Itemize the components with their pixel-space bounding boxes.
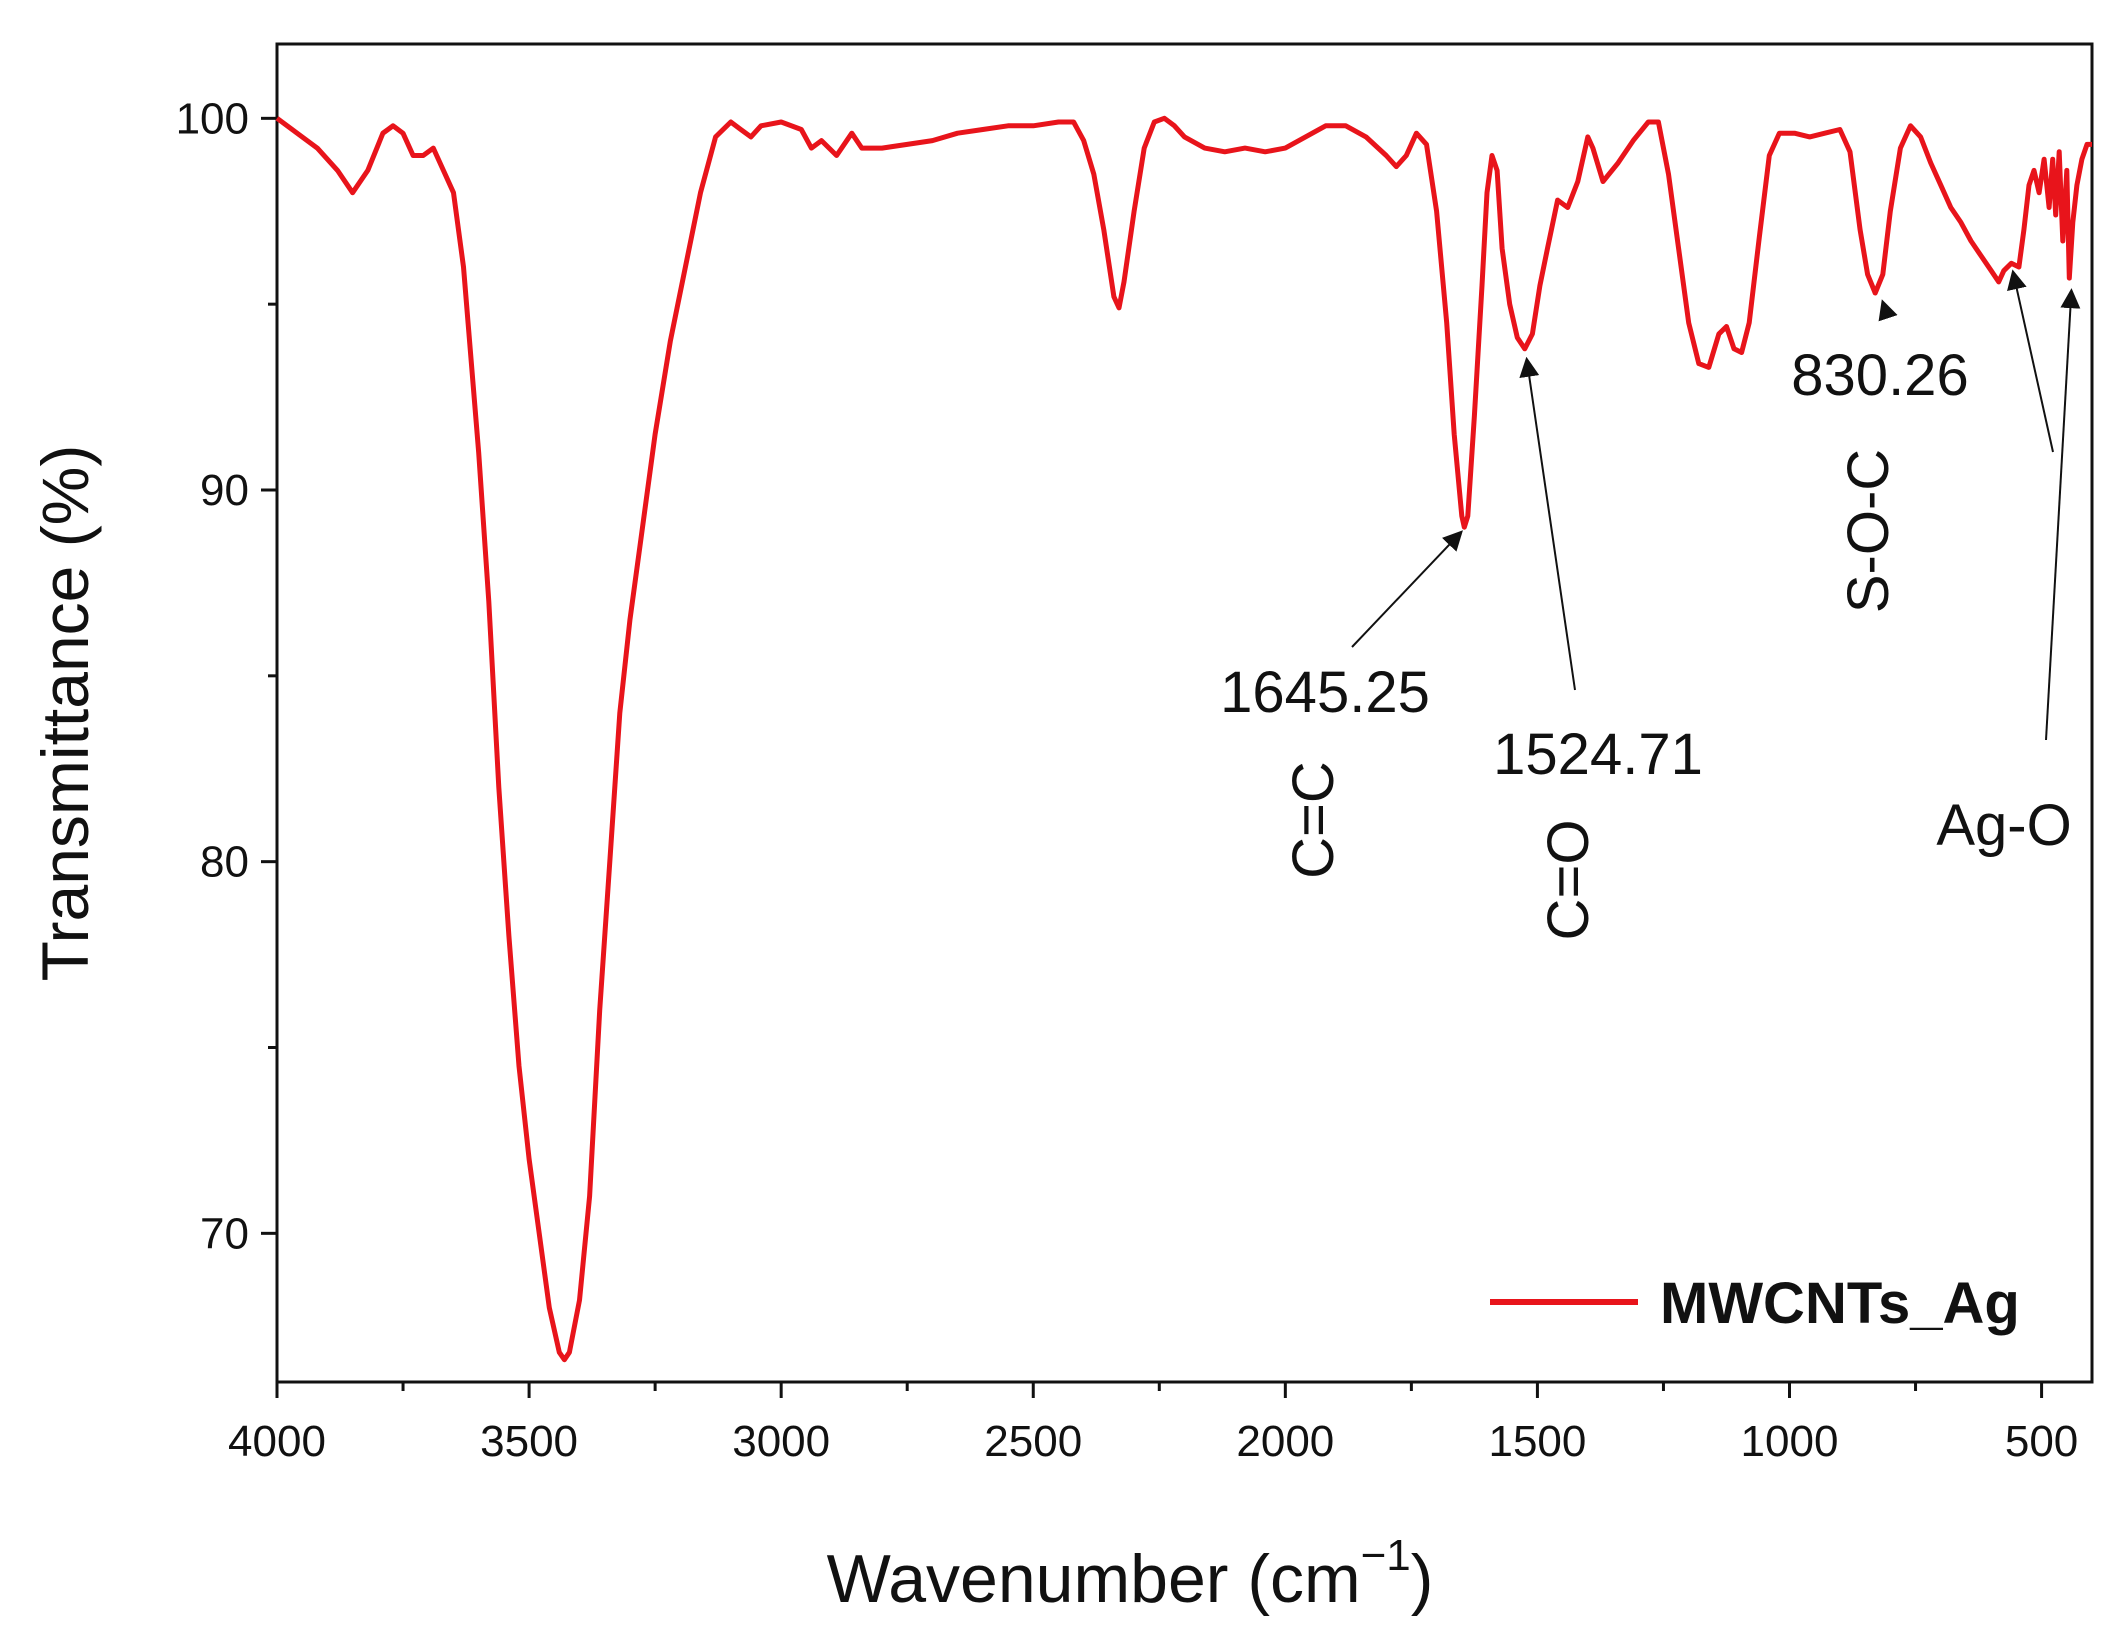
- series-line-mwcnts-ag: [275, 115, 2092, 1363]
- x-tick-label: 3500: [480, 1417, 578, 1466]
- y-tick-label: 80: [200, 838, 249, 887]
- x-tick-label: 1000: [1741, 1417, 1839, 1466]
- annotation-arrow: [1878, 299, 1898, 322]
- annotation-arrow: [1351, 530, 1463, 648]
- y-tick-label: 100: [176, 94, 249, 143]
- x-axis-title-main: Wavenumber (cm: [827, 1541, 1361, 1617]
- y-axis-title: Transmittance (%): [28, 445, 102, 982]
- x-tick-label: 2500: [984, 1417, 1082, 1466]
- y-axis-ticks: 70 80 90 100: [176, 94, 277, 1258]
- x-tick-label: 3000: [732, 1417, 830, 1466]
- x-tick-label: 2000: [1236, 1417, 1334, 1466]
- x-tick-label: 1500: [1488, 1417, 1586, 1466]
- annotation-label: 1524.71: [1493, 722, 1703, 787]
- y-tick-label: 70: [200, 1209, 249, 1258]
- annotation-label: C=C: [1281, 761, 1346, 879]
- x-tick-label: 500: [2005, 1417, 2078, 1466]
- peak-annotations: 1645.25 C=C 1524.71 C=O 830.26 S-O-C Ag-O: [1220, 269, 2081, 941]
- legend-label: MWCNTs_Ag: [1660, 1271, 2020, 1336]
- y-tick-label: 90: [200, 466, 249, 515]
- annotation-label: 830.26: [1791, 343, 1968, 408]
- x-axis-title-superscript: −1: [1361, 1531, 1411, 1580]
- annotation-arrow: [2007, 269, 2054, 453]
- annotation-arrow: [2045, 288, 2081, 741]
- annotation-label: 1645.25: [1220, 660, 1430, 725]
- annotation-label: Ag-O: [1936, 793, 2071, 858]
- x-axis-title-close: ): [1411, 1541, 1434, 1617]
- x-axis-ticks: 4000 3500 3000 2500 2000 1500 1000 500: [228, 1382, 2078, 1466]
- annotation-label: C=O: [1536, 820, 1601, 941]
- legend: MWCNTs_Ag: [1490, 1271, 2020, 1336]
- x-tick-label: 4000: [228, 1417, 326, 1466]
- annotation-label: S-O-C: [1836, 449, 1901, 613]
- x-axis-title: Wavenumber (cm−1): [827, 1531, 1434, 1617]
- annotation-arrow: [1519, 356, 1576, 691]
- plot-frame: [275, 42, 2094, 1384]
